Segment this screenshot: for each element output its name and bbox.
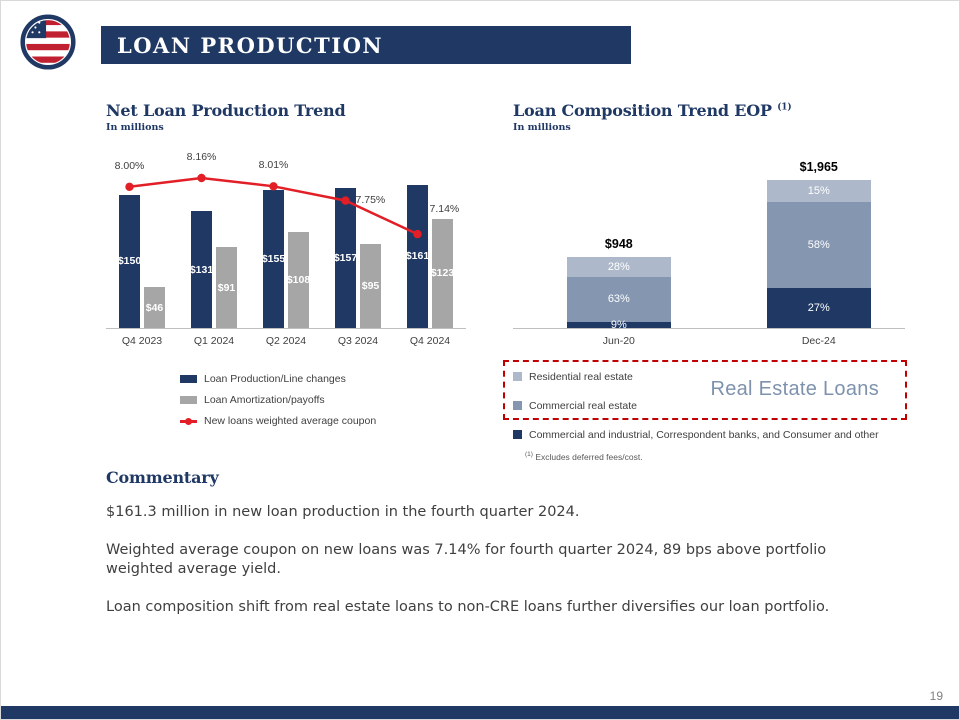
coupon-value-label: 8.01% xyxy=(258,159,289,172)
legend-label: Commercial real estate xyxy=(529,399,637,412)
bar-value-label: $46 xyxy=(145,301,164,314)
commercial-re-swatch xyxy=(513,401,522,410)
legend-item-commercial-re: Commercial real estate xyxy=(513,398,905,413)
x-tick-label: Jun-20 xyxy=(602,335,635,347)
footer-bar xyxy=(1,706,959,719)
segment-residential: 15% xyxy=(766,180,871,203)
bar-value-label: $161 xyxy=(405,250,430,263)
x-tick-label: Q2 2024 xyxy=(265,335,307,347)
right-chart-title-superscript: (1) xyxy=(777,102,792,113)
segment-ci-other: 9% xyxy=(566,318,671,331)
segment-value-label: 63% xyxy=(607,293,630,306)
amortization-bar: $46 xyxy=(144,287,165,328)
amortization-bar: $108 xyxy=(286,231,311,328)
bar-value-label: $123 xyxy=(430,267,455,280)
left-chart-title: Net Loan Production Trend xyxy=(106,101,346,120)
commentary-title: Commentary xyxy=(106,468,219,487)
segment-value-label: 15% xyxy=(807,185,830,198)
production-swatch xyxy=(180,375,197,383)
footnote-superscript: (1) xyxy=(525,451,533,458)
legend-label: Loan Production/Line changes xyxy=(204,373,346,385)
legend-label: Loan Amortization/payoffs xyxy=(204,394,325,406)
right-chart-subtitle: In millions xyxy=(513,122,571,133)
commentary-paragraph-2: Weighted average coupon on new loans was… xyxy=(106,541,827,578)
right-chart-title-text: Loan Composition Trend EOP xyxy=(513,101,772,120)
bar-value-label: $131 xyxy=(189,263,214,276)
x-axis-line xyxy=(106,328,466,329)
x-tick-label: Q1 2024 xyxy=(193,335,235,347)
net-loan-plot: $150 $46 Q4 2023 $131 $91 Q1 2024 $155 $108 Q2 2… xyxy=(106,139,466,354)
bar-value-label: $157 xyxy=(333,252,358,265)
loan-composition-plot: $948 28% 63% 9% Jun-20 $1,965 15% 58% 27% Dec-24 xyxy=(513,139,905,354)
commentary-paragraph-3: Loan composition shift from real estate … xyxy=(106,598,830,615)
bar-value-label: $108 xyxy=(286,273,311,286)
segment-commercial-re: 63% xyxy=(566,276,671,322)
production-bar: $161 xyxy=(405,184,430,328)
net-loan-legend: Loan Production/Line changes Loan Amorti… xyxy=(180,372,466,428)
legend-item-coupon: New loans weighted average coupon xyxy=(180,414,466,428)
coupon-line-swatch xyxy=(180,417,197,425)
slide-title: LOAN PRODUCTION xyxy=(117,32,384,58)
commentary-paragraph-1: $161.3 million in new loan production in… xyxy=(106,504,580,520)
production-bar: $157 xyxy=(333,188,358,328)
coupon-value-label: 7.14% xyxy=(429,203,460,216)
legend-item-residential: Residential real estate xyxy=(513,369,905,384)
legend-item-amortization: Loan Amortization/payoffs xyxy=(180,393,466,407)
coupon-value-label: 7.75% xyxy=(355,193,386,206)
composition-legend: Real Estate Loans Residential real estat… xyxy=(503,360,907,462)
x-tick-label: Q4 2023 xyxy=(121,335,163,347)
amortization-bar: $123 xyxy=(430,218,455,328)
page-number: 19 xyxy=(929,689,943,703)
production-bar: $131 xyxy=(189,211,214,328)
ci-other-swatch xyxy=(513,430,522,439)
legend-item-ci-other: Commercial and industrial, Correspondent… xyxy=(513,427,905,442)
commentary-section: Commentary $161.3 million in new loan pr… xyxy=(106,468,864,635)
segment-value-label: 58% xyxy=(807,239,830,252)
bar-value-label: $150 xyxy=(117,255,142,268)
segment-value-label: 28% xyxy=(607,260,630,273)
bar-value-label: $95 xyxy=(361,279,380,292)
bar-value-label: $91 xyxy=(217,281,236,294)
x-tick-label: Dec-24 xyxy=(801,335,836,347)
production-bar: $155 xyxy=(261,190,286,328)
slide-header-bar: LOAN PRODUCTION xyxy=(101,26,631,64)
segment-value-label: 27% xyxy=(807,302,830,314)
x-tick-label: Q4 2024 xyxy=(409,335,451,347)
us-flag-icon xyxy=(20,14,76,70)
total-label: $948 xyxy=(604,236,633,251)
x-axis-line xyxy=(513,328,905,329)
net-loan-production-chart: Net Loan Production Trend In millions $1… xyxy=(106,101,466,435)
x-tick-label: Q3 2024 xyxy=(337,335,379,347)
amortization-swatch xyxy=(180,396,197,404)
residential-swatch xyxy=(513,372,522,381)
coupon-dot-icon xyxy=(185,417,192,425)
right-chart-title: Loan Composition Trend EOP (1) xyxy=(513,101,905,120)
legend-label: New loans weighted average coupon xyxy=(204,415,377,427)
segment-residential: 28% xyxy=(566,256,671,277)
legend-item-production: Loan Production/Line changes xyxy=(180,372,466,386)
production-bar: $150 xyxy=(117,194,142,328)
amortization-bar: $95 xyxy=(360,243,381,328)
coupon-value-label: 8.16% xyxy=(186,151,217,163)
segment-value-label: 9% xyxy=(610,318,627,331)
segment-commercial-re: 58% xyxy=(766,202,871,288)
chart-footnote: (1) Excludes deferred fees/cost. xyxy=(513,451,905,462)
segment-ci-other: 27% xyxy=(766,288,871,328)
company-logo xyxy=(19,13,77,71)
legend-label: Commercial and industrial, Correspondent… xyxy=(529,428,879,441)
footnote-text: Excludes deferred fees/cost. xyxy=(532,451,643,462)
loan-composition-chart: Loan Composition Trend EOP (1) In millio… xyxy=(503,101,907,462)
bar-value-label: $155 xyxy=(261,253,286,266)
amortization-bar: $91 xyxy=(216,247,237,328)
legend-label: Residential real estate xyxy=(529,370,633,383)
left-chart-subtitle: In millions xyxy=(106,122,164,133)
total-label: $1,965 xyxy=(799,160,838,174)
coupon-value-label: 8.00% xyxy=(114,159,145,172)
